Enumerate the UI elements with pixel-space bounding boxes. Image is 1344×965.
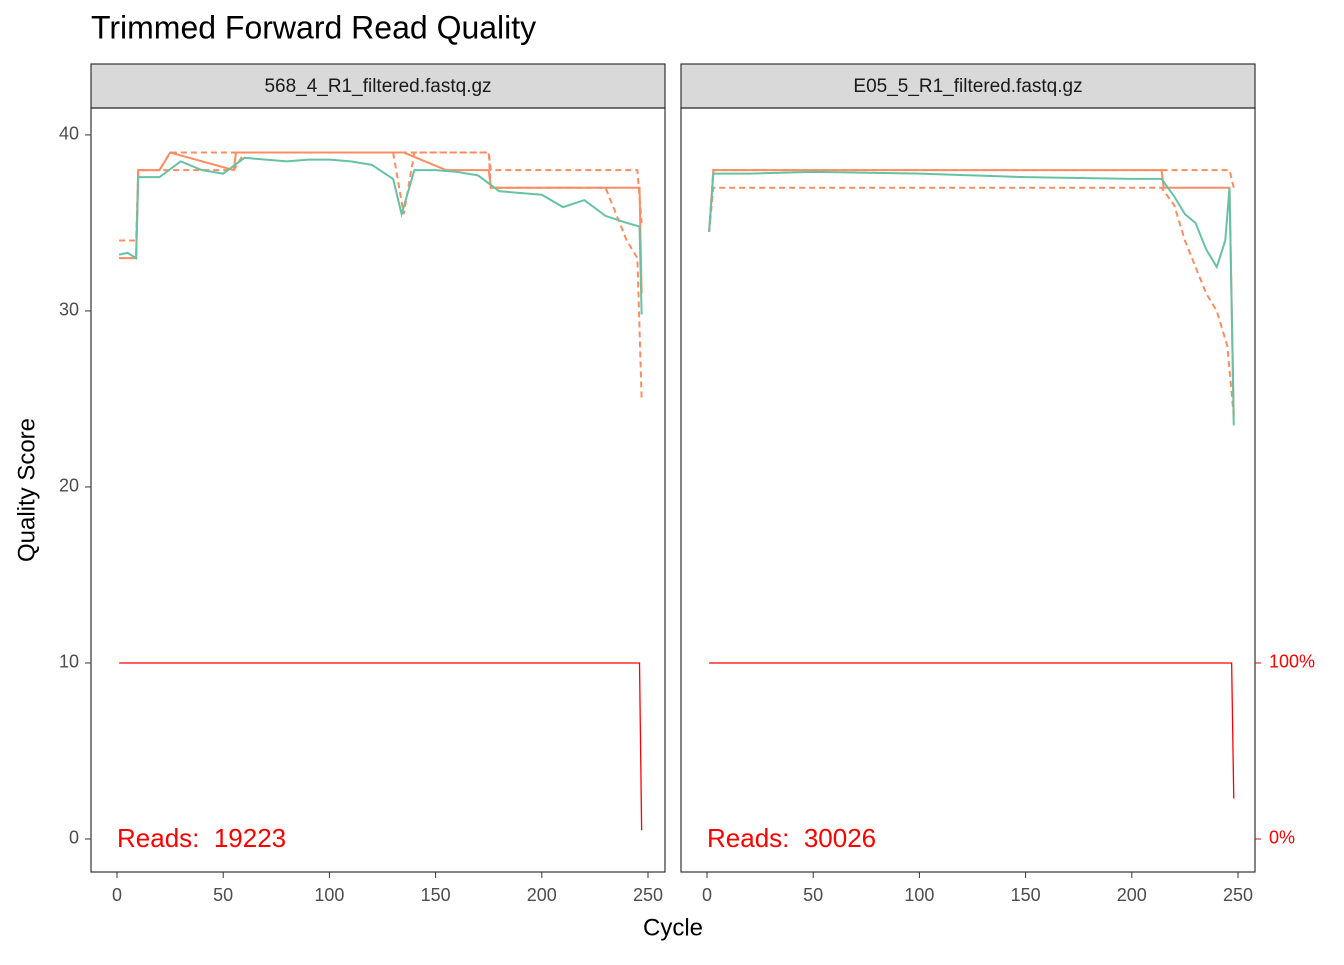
chart-title: Trimmed Forward Read Quality (91, 9, 536, 45)
strip-label: E05_5_R1_filtered.fastq.gz (853, 76, 1082, 97)
panel-frame (680, 107, 1256, 873)
y-tick-label: 20 (59, 476, 79, 496)
x-tick-label: 150 (421, 885, 451, 905)
y-tick-label: 30 (59, 300, 79, 320)
series-line (119, 662, 643, 831)
reads-annotation: Reads: 30026 (707, 823, 876, 853)
series-line (709, 662, 1235, 799)
panel-frame (90, 107, 666, 873)
reads-annotation: Reads: 19223 (117, 823, 286, 853)
x-tick-label: 200 (1117, 885, 1147, 905)
x-tick-label: 200 (527, 885, 557, 905)
x-tick-label: 250 (1223, 885, 1253, 905)
x-axis-label: Cycle (643, 914, 703, 941)
strip (680, 63, 1256, 109)
x-tick-label: 100 (314, 885, 344, 905)
x-tick-label: 100 (904, 885, 934, 905)
series-line (708, 169, 1235, 417)
x-tick-label: 50 (803, 885, 823, 905)
x-tick-label: 250 (633, 885, 663, 905)
y-tick-label: 10 (59, 652, 79, 672)
series-line (118, 156, 643, 315)
series-line (119, 151, 643, 242)
series-line (708, 170, 1235, 426)
series-line (708, 186, 1235, 417)
x-tick-label: 150 (1011, 885, 1041, 905)
x-tick-label: 0 (702, 885, 712, 905)
y2-tick-label: 100% (1269, 652, 1315, 672)
strip (90, 63, 666, 109)
y-tick-label: 0 (69, 828, 79, 848)
series-line (119, 151, 643, 399)
y-tick-label: 40 (59, 124, 79, 144)
x-tick-label: 0 (112, 885, 122, 905)
y2-tick-label: 0% (1269, 828, 1295, 848)
y-axis-label: Quality Score (13, 418, 40, 562)
series-line (119, 151, 643, 294)
strip-label: 568_4_R1_filtered.fastq.gz (264, 76, 491, 97)
x-tick-label: 50 (213, 885, 233, 905)
